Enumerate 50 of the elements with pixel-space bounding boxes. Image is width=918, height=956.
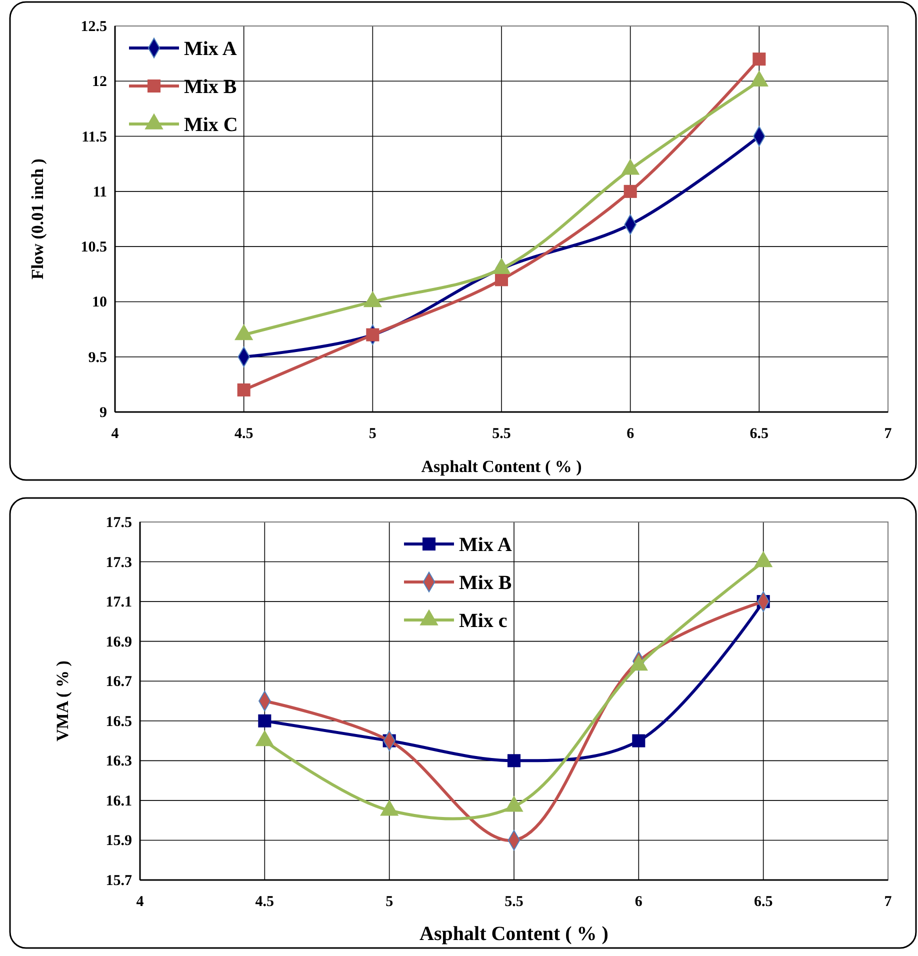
x-tick-label: 5.5 (492, 426, 511, 442)
x-tick-label: 4 (136, 894, 144, 910)
point (632, 734, 646, 748)
legend-label: Mix B (184, 76, 237, 98)
y-tick-label: 15.7 (106, 873, 132, 889)
y-axis-title: Flow (0.01 inch ) (28, 158, 47, 280)
y-tick-label: 12.5 (80, 19, 107, 35)
point (237, 383, 250, 396)
legend-label: Mix A (459, 534, 512, 556)
x-tick-label: 6 (634, 894, 643, 910)
y-tick-label: 17.5 (106, 515, 132, 531)
y-tick-label: 16.9 (106, 634, 132, 650)
y-tick-label: 16.1 (106, 793, 132, 810)
x-tick-label: 4 (111, 426, 120, 442)
point (507, 754, 521, 768)
point (624, 184, 637, 198)
x-tick-label: 5 (368, 426, 376, 442)
y-tick-label: 16.3 (106, 754, 132, 770)
x-tick-label: 4.5 (255, 894, 274, 910)
y-tick-label: 9 (100, 405, 107, 421)
x-tick-label: 6.5 (750, 426, 769, 442)
y-tick-label: 12 (92, 74, 107, 90)
legend-label: Mix C (184, 114, 238, 136)
y-tick-label: 11.5 (82, 129, 107, 146)
legend-label: Mix A (184, 38, 238, 60)
x-axis-title: Asphalt Content ( % ) (420, 923, 608, 945)
point (494, 273, 508, 286)
legend-label: Mix c (459, 610, 508, 632)
y-tick-label: 10.5 (80, 240, 107, 256)
x-tick-label: 6 (626, 426, 635, 442)
y-tick-label: 16.7 (106, 674, 132, 690)
y-axis-title: VMA ( % ) (53, 660, 72, 742)
x-tick-label: 5 (386, 894, 394, 910)
x-tick-label: 6.5 (754, 894, 773, 910)
y-tick-label: 16.5 (106, 714, 132, 730)
y-tick-label: 17.3 (106, 554, 132, 571)
y-tick-label: 9.5 (88, 350, 107, 366)
x-tick-label: 5.5 (504, 894, 524, 910)
x-tick-label: 7 (884, 426, 892, 442)
y-tick-label: 10 (92, 294, 107, 311)
x-tick-label: 4.5 (234, 426, 254, 442)
point (752, 52, 766, 66)
point (366, 328, 380, 342)
y-tick-label: 11 (92, 184, 107, 200)
y-tick-label: 15.9 (106, 833, 132, 850)
x-tick-label: 7 (884, 894, 892, 910)
y-tick-label: 17.1 (106, 594, 132, 611)
legend-label: Mix B (459, 572, 512, 594)
point (258, 714, 272, 728)
x-axis-title: Asphalt Content ( % ) (421, 457, 582, 476)
